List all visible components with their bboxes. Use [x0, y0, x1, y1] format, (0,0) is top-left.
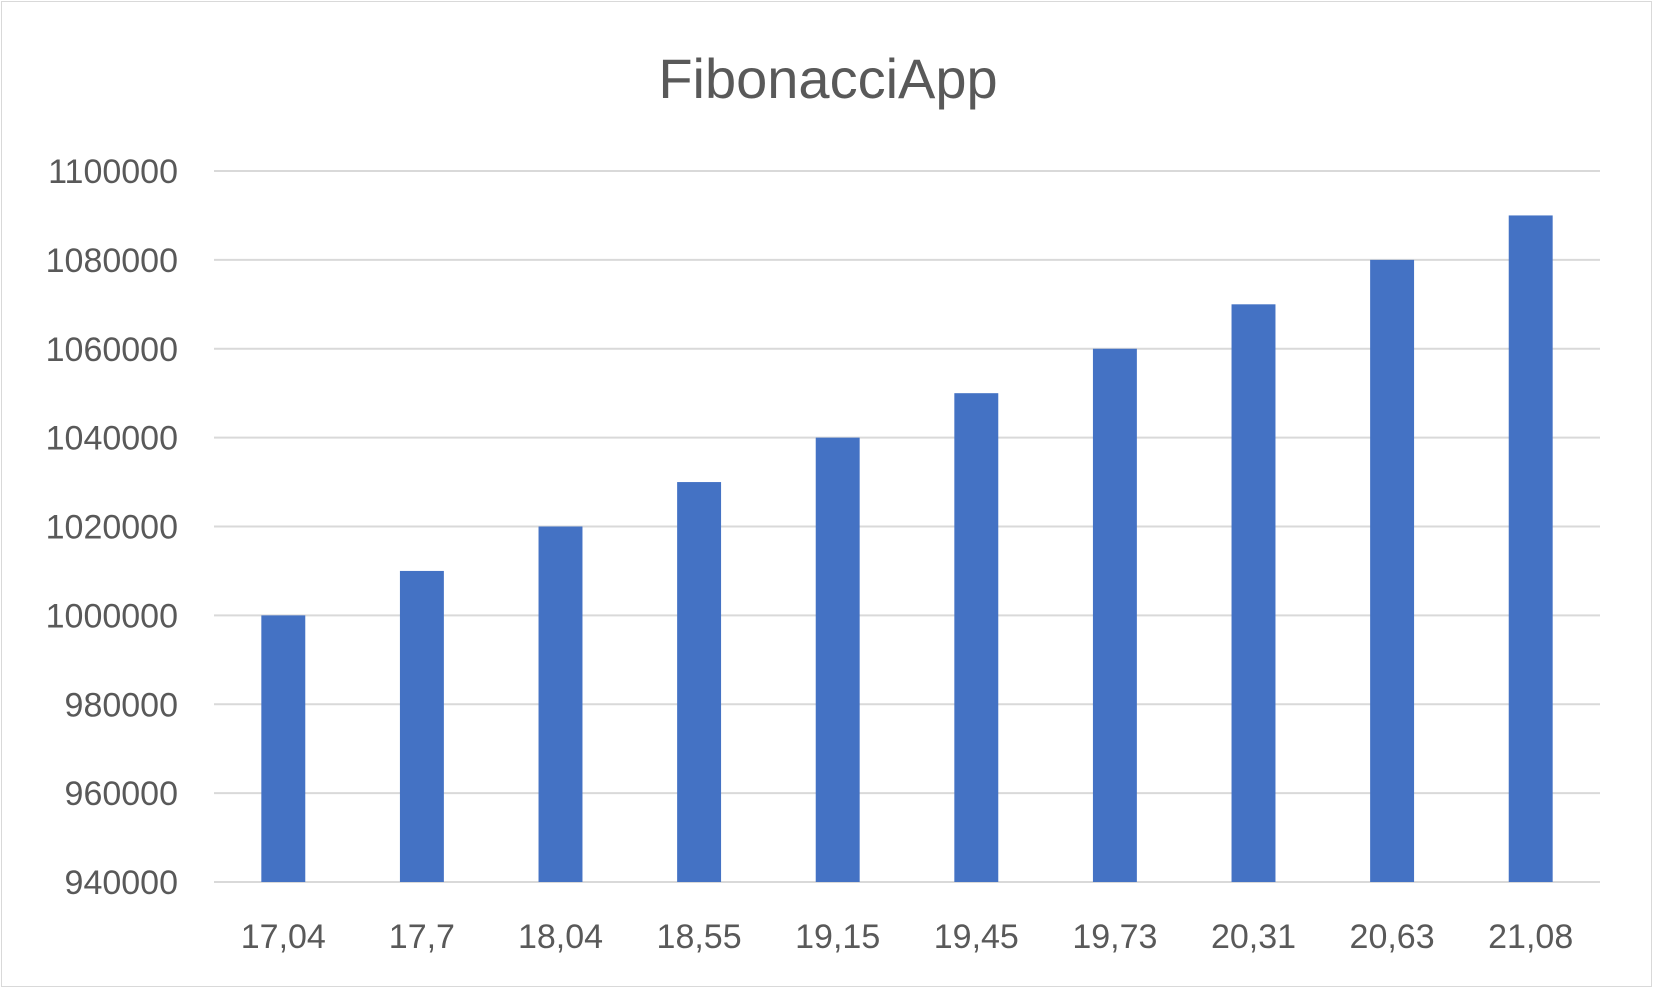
- y-tick-label: 960000: [65, 775, 178, 813]
- bar: [261, 615, 306, 882]
- y-tick-label: 1020000: [46, 509, 178, 547]
- x-tick-label: 20,63: [1350, 918, 1435, 956]
- y-tick-label: 1060000: [46, 331, 178, 369]
- y-axis-tick-labels: 940000 960000 980000 1000000 1020000 1040000 1…: [46, 153, 178, 902]
- y-tick-label: 1040000: [46, 420, 178, 458]
- bar: [954, 393, 999, 882]
- bar: [1092, 348, 1137, 882]
- bar: [538, 526, 583, 882]
- bar: [399, 570, 444, 882]
- bars: [261, 215, 1553, 882]
- x-tick-label: 17,04: [241, 918, 326, 956]
- bar: [1370, 259, 1415, 882]
- x-tick-label: 19,15: [795, 918, 880, 956]
- bar: [815, 437, 860, 882]
- x-axis-tick-labels: 17,04 17,7 18,04 18,55 19,15 19,45 19,73 20,31 2…: [241, 918, 1573, 956]
- y-tick-label: 940000: [65, 864, 178, 902]
- y-tick-label: 1080000: [46, 242, 178, 280]
- y-tick-label: 1100000: [48, 153, 178, 191]
- x-tick-label: 19,45: [934, 918, 1019, 956]
- bar: [1231, 304, 1276, 882]
- x-tick-label: 18,55: [657, 918, 742, 956]
- gridlines: [214, 170, 1600, 883]
- chart-title: FibonacciApp: [658, 47, 997, 110]
- y-tick-label: 1000000: [46, 597, 178, 635]
- x-tick-label: 18,04: [518, 918, 603, 956]
- x-tick-label: 21,08: [1488, 918, 1573, 956]
- x-tick-label: 17,7: [389, 918, 455, 956]
- bar: [677, 482, 722, 882]
- x-tick-label: 19,73: [1072, 918, 1157, 956]
- bar: [1508, 215, 1553, 882]
- x-tick-label: 20,31: [1211, 918, 1296, 956]
- y-tick-label: 980000: [65, 686, 178, 724]
